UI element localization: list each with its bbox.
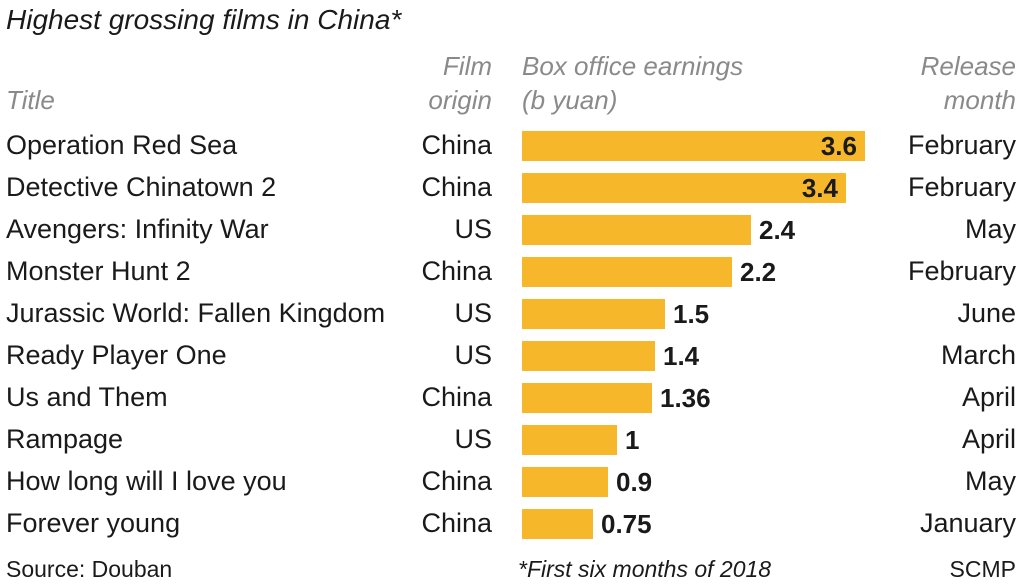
film-title: How long will I love you [6,466,287,496]
film-origin: China [421,508,492,538]
film-origin: China [421,466,492,496]
film-title: Forever young [6,508,181,538]
table-row: Jurassic World: Fallen Kingdom US 1.5 June [0,292,1024,334]
film-title: Rampage [6,424,124,454]
bar [522,341,655,371]
table-row: Avengers: Infinity War US 2.4 May [0,208,1024,250]
film-origin: China [421,172,492,202]
table-row: Rampage US 1 April [0,418,1024,460]
table-row: How long will I love you China 0.9 May [0,460,1024,502]
data-label: 1 [625,425,640,455]
table-row: Operation Red Sea China 3.6 February [0,124,1024,166]
footer-source: Source: Douban [6,556,173,582]
film-title: Avengers: Infinity War [6,214,269,244]
film-title: Jurassic World: Fallen Kingdom [6,298,386,328]
table-row: Us and Them China 1.36 April [0,376,1024,418]
release-month: June [957,298,1016,328]
data-label: 0.9 [616,467,653,497]
table-row: Detective Chinatown 2 China 3.4 February [0,166,1024,208]
release-month: January [919,508,1016,538]
film-title: Ready Player One [6,340,227,370]
film-title: Detective Chinatown 2 [6,172,277,202]
bar [522,173,846,203]
bar [522,425,617,455]
bar [522,131,865,161]
data-label: 1.5 [673,299,710,329]
footer-credit: SCMP [949,556,1016,582]
release-month: April [961,424,1016,454]
bar [522,383,652,413]
bar [522,299,665,329]
bar [522,467,608,497]
film-origin: US [454,298,492,328]
footer-note: *First six months of 2018 [518,556,772,582]
data-label: 1.36 [660,383,711,413]
data-label: 3.4 [801,173,838,203]
column-header-origin: Film origin [428,51,492,115]
column-header-box-office: Box office earnings (b yuan) [522,51,744,115]
release-month: February [907,130,1016,160]
film-origin: US [454,424,492,454]
film-title: Operation Red Sea [6,130,238,160]
column-header-release-month: Release month [920,51,1016,115]
film-origin: China [421,256,492,286]
bar [522,257,732,287]
release-month: February [907,256,1016,286]
release-month: May [964,214,1016,244]
film-title: Us and Them [6,382,168,412]
film-origin: US [454,340,492,370]
data-label: 3.6 [820,131,857,161]
release-month: April [961,382,1016,412]
release-month: February [907,172,1016,202]
film-origin: China [421,382,492,412]
bar [522,509,593,539]
release-month: March [940,340,1016,370]
film-title: Monster Hunt 2 [6,256,191,286]
chart-title: Highest grossing films in China* [6,4,402,35]
data-label: 1.4 [663,341,700,371]
film-origin: China [421,130,492,160]
bar [522,215,751,245]
release-month: May [964,466,1016,496]
column-header-title: Title [6,85,55,115]
data-label: 2.2 [740,257,777,287]
table-row: Monster Hunt 2 China 2.2 February [0,250,1024,292]
data-label: 0.75 [601,509,652,539]
table-row: Forever young China 0.75 January [0,502,1024,544]
table-row: Ready Player One US 1.4 March [0,334,1024,376]
film-origin: US [454,214,492,244]
data-label: 2.4 [759,215,796,245]
